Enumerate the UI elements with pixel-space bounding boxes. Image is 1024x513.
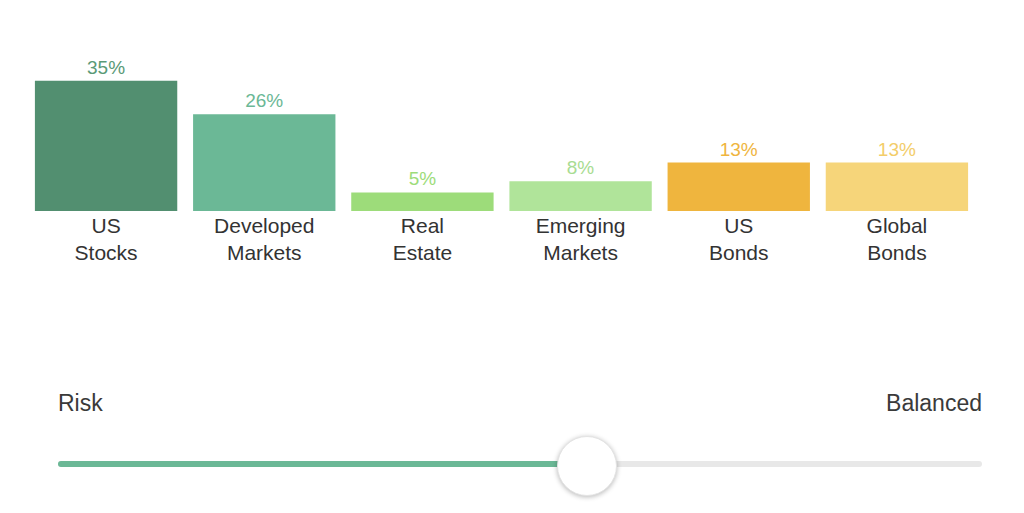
html-text:Risk: Risk: [58, 390, 103, 416]
svg-text:26%: 26%: [245, 90, 283, 111]
svg-text:8%: 8%: [567, 157, 595, 178]
svg-text:DevelopedMarkets: DevelopedMarkets: [214, 214, 314, 264]
html-text:Balanced: Balanced: [886, 390, 982, 416]
svg-text:13%: 13%: [878, 139, 916, 160]
svg-text:GlobalBonds: GlobalBonds: [867, 214, 928, 264]
svg-text:USStocks: USStocks: [75, 214, 138, 264]
svg-text:13%: 13%: [720, 139, 758, 160]
svg-text:RealEstate: RealEstate: [393, 214, 453, 264]
svg-text:5%: 5%: [409, 168, 437, 189]
svg-text:EmergingMarkets: EmergingMarkets: [536, 214, 626, 264]
svg-text:USBonds: USBonds: [709, 214, 769, 264]
svg-text:35%: 35%: [87, 57, 125, 78]
